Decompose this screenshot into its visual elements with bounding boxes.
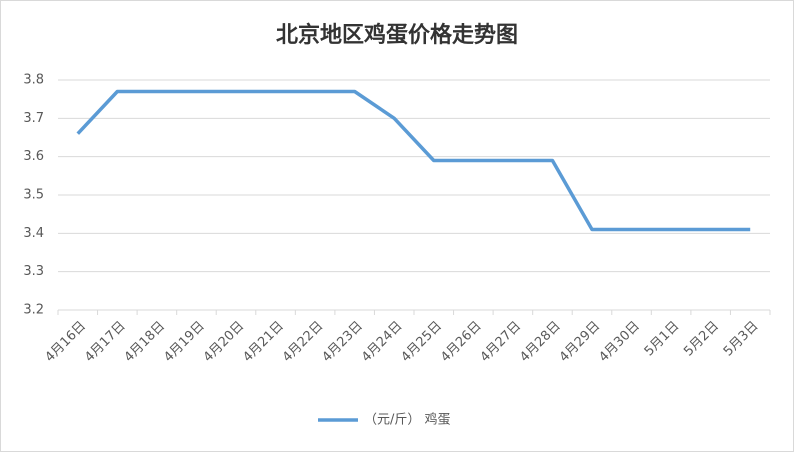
y-tick-label: 3.6 bbox=[23, 149, 44, 164]
y-tick-label: 3.2 bbox=[23, 303, 44, 318]
chart-title: 北京地区鸡蛋价格走势图 bbox=[276, 22, 518, 48]
y-tick-label: 3.7 bbox=[23, 111, 44, 126]
line bbox=[76, 89, 751, 232]
y-tick-label: 3.5 bbox=[23, 188, 44, 203]
legend-label: （元/斤） 鸡蛋 bbox=[364, 412, 451, 428]
y-tick-label: 3.4 bbox=[23, 226, 44, 241]
y-tick-label: 3.8 bbox=[23, 73, 44, 88]
y-tick-label: 3.3 bbox=[23, 264, 44, 279]
